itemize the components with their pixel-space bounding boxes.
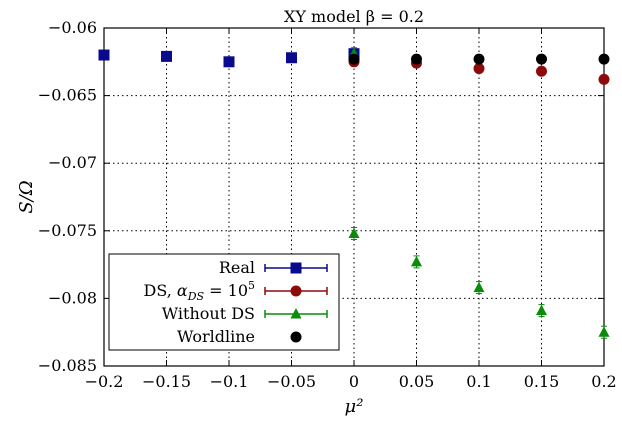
data-point	[473, 63, 485, 75]
chart-title: XY model β = 0.2	[284, 7, 424, 26]
data-point	[98, 49, 110, 61]
data-point	[598, 73, 610, 85]
legend-label: Without DS	[162, 304, 255, 323]
data-point	[598, 326, 610, 337]
x-tick-label: −0.15	[142, 372, 191, 391]
x-tick-label: 0	[349, 372, 359, 391]
x-tick-label: 0.15	[524, 372, 560, 391]
data-point	[348, 53, 360, 65]
series-worldline	[348, 53, 610, 65]
y-tick-label: −0.075	[38, 221, 97, 240]
y-tick-label: −0.085	[38, 356, 97, 375]
y-tick-label: −0.07	[48, 153, 97, 172]
x-tick-label: 0.2	[591, 372, 616, 391]
x-tick-label: −0.05	[267, 372, 316, 391]
y-tick-label: −0.08	[48, 288, 97, 307]
legend-marker	[290, 262, 302, 274]
data-point	[223, 56, 235, 68]
data-point	[536, 65, 547, 77]
data-point	[411, 255, 422, 267]
data-point	[286, 52, 297, 64]
data-point	[411, 53, 422, 65]
y-axis-label: S/Ω	[16, 180, 37, 213]
data-marks	[98, 47, 610, 339]
x-tick-label: 0.05	[399, 372, 435, 391]
x-axis-label: μ²	[345, 396, 364, 417]
legend-marker	[290, 308, 302, 319]
legend-marker	[290, 331, 302, 343]
data-point	[348, 227, 360, 239]
data-point	[536, 304, 547, 316]
series-without-ds	[348, 47, 610, 339]
data-point	[473, 281, 485, 293]
y-tick-label: −0.065	[38, 86, 97, 105]
data-point	[536, 53, 547, 65]
legend-label: Worldline	[177, 327, 255, 346]
data-point	[473, 53, 485, 65]
tick-labels: −0.2 −0.15 −0.1 −0.05 0 0.05 0.1 0.15 0.2 −0.06 −0…	[38, 18, 617, 391]
x-tick-label: −0.2	[85, 372, 124, 391]
legend-label: DS, αDS = 105	[144, 279, 256, 303]
data-point	[598, 53, 610, 65]
x-tick-label: 0.1	[466, 372, 491, 391]
x-tick-label: −0.1	[210, 372, 249, 391]
axis-ticks	[103, 27, 605, 367]
data-point	[161, 50, 172, 62]
legend-marker	[290, 285, 302, 297]
legend-label: Real	[219, 258, 255, 277]
y-tick-label: −0.06	[48, 18, 97, 37]
